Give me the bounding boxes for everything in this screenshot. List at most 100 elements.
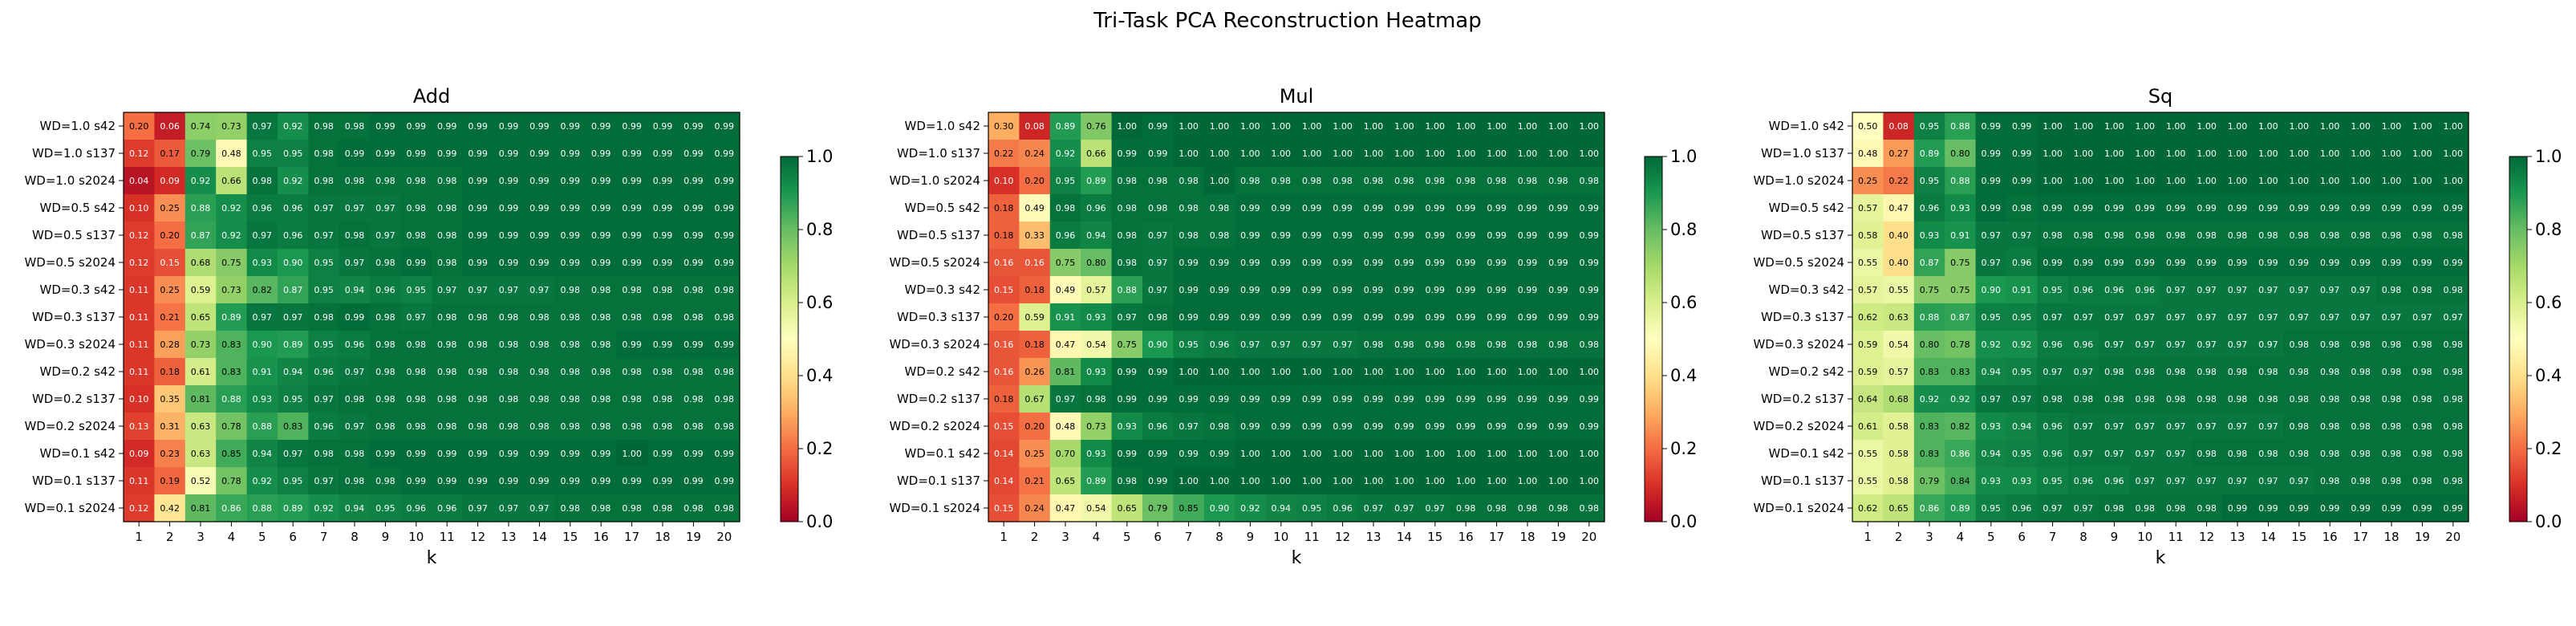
colorbar-tick-label: 0.8 xyxy=(1670,220,1697,239)
cell-value-label: 0.99 xyxy=(2412,503,2432,514)
cell-value-label: 0.95 xyxy=(407,285,427,295)
cell-value-label: 0.10 xyxy=(129,203,149,213)
heatmap-cell xyxy=(2253,440,2285,468)
cell-value-label: 0.97 xyxy=(2258,421,2278,432)
cell-value-label: 0.83 xyxy=(283,421,303,432)
cell-value-label: 0.99 xyxy=(2043,258,2063,268)
cell-value-label: 0.99 xyxy=(1580,203,1600,213)
heatmap-cell xyxy=(1049,440,1081,468)
cell-value-label: 0.99 xyxy=(1210,394,1230,404)
cell-value-label: 0.21 xyxy=(160,312,180,323)
heatmap-cell xyxy=(1357,413,1389,441)
heatmap-cell xyxy=(1945,140,1977,168)
heatmap-cell xyxy=(1049,494,1081,522)
cell-value-label: 0.99 xyxy=(499,258,519,268)
cell-value-label: 0.61 xyxy=(1858,421,1878,432)
heatmap-cell xyxy=(1142,467,1174,495)
cell-value-label: 0.83 xyxy=(1920,367,1940,377)
heatmap-cell xyxy=(647,167,679,195)
heatmap-cell xyxy=(2345,249,2377,277)
heatmap-cell xyxy=(1203,358,1235,386)
cell-value-label: 0.66 xyxy=(1086,148,1106,159)
heatmap-cell xyxy=(278,358,309,386)
heatmap-cell xyxy=(988,112,1020,140)
x-tick-label: 15 xyxy=(1427,530,1442,544)
cell-value-label: 0.97 xyxy=(1302,339,1322,350)
heatmap-cell xyxy=(1511,194,1544,222)
cell-value-label: 1.00 xyxy=(2258,176,2278,186)
heatmap-cell xyxy=(2160,167,2192,195)
cell-value-label: 0.57 xyxy=(1858,203,1878,213)
cell-value-label: 1.00 xyxy=(1333,148,1353,159)
heatmap-cell xyxy=(2221,494,2253,522)
cell-value-label: 0.98 xyxy=(2412,449,2432,459)
cell-value-label: 0.59 xyxy=(191,285,211,295)
heatmap-cell xyxy=(1543,385,1575,413)
y-tick-label: WD=0.5 s2024 xyxy=(889,255,980,270)
y-tick-label: WD=0.5 s2024 xyxy=(1753,255,1844,270)
heatmap-cell xyxy=(400,494,432,522)
heatmap-cell xyxy=(2437,112,2469,140)
heatmap-cell xyxy=(1327,194,1359,222)
cell-value-label: 0.97 xyxy=(2320,285,2340,295)
cell-value-label: 1.00 xyxy=(1272,148,1292,159)
y-tick-label: WD=0.1 s2024 xyxy=(24,501,116,515)
cell-value-label: 0.94 xyxy=(2012,421,2032,432)
cell-value-label: 0.91 xyxy=(253,367,273,377)
cell-value-label: 0.98 xyxy=(2166,367,2186,377)
heatmap-cell xyxy=(1296,167,1328,195)
heatmap-cell xyxy=(400,140,432,168)
heatmap-cell xyxy=(216,467,248,495)
heatmap-cell xyxy=(1173,112,1205,140)
cell-value-label: 0.09 xyxy=(129,449,149,459)
heatmap-cell xyxy=(988,303,1020,331)
cell-value-label: 0.99 xyxy=(2228,203,2248,213)
cell-value-label: 0.83 xyxy=(1920,421,1940,432)
heatmap-cell xyxy=(462,249,494,277)
heatmap-cell xyxy=(1543,303,1575,331)
cell-value-label: 0.97 xyxy=(1333,339,1353,350)
cell-value-label: 0.62 xyxy=(1858,503,1878,514)
heatmap-cell xyxy=(1111,249,1143,277)
cell-value-label: 1.00 xyxy=(1394,367,1414,377)
heatmap-cell xyxy=(2129,494,2161,522)
cell-value-label: 1.00 xyxy=(1118,121,1138,132)
heatmap-cell xyxy=(400,276,432,304)
cell-value-label: 0.12 xyxy=(129,258,149,268)
cell-value-label: 0.91 xyxy=(1056,312,1076,323)
cell-value-label: 0.98 xyxy=(2290,449,2310,459)
heatmap-cell xyxy=(586,276,617,304)
cell-value-label: 0.14 xyxy=(994,476,1014,486)
cell-value-label: 0.98 xyxy=(2444,285,2464,295)
cell-value-label: 0.49 xyxy=(1024,203,1045,213)
cell-value-label: 0.98 xyxy=(591,367,611,377)
cell-value-label: 0.98 xyxy=(622,285,642,295)
cell-value-label: 1.00 xyxy=(2444,121,2464,132)
cell-value-label: 0.98 xyxy=(314,121,334,132)
cell-value-label: 0.99 xyxy=(2320,258,2340,268)
cell-value-label: 0.73 xyxy=(191,339,211,350)
heatmap-cell xyxy=(1203,331,1235,359)
cell-value-label: 0.79 xyxy=(1920,476,1940,486)
heatmap-cell xyxy=(308,467,340,495)
cell-value-label: 0.99 xyxy=(561,449,581,459)
cell-value-label: 1.00 xyxy=(1394,476,1414,486)
cell-value-label: 0.99 xyxy=(591,121,611,132)
heatmap-cell xyxy=(586,467,617,495)
cell-value-label: 0.98 xyxy=(591,421,611,432)
heatmap-cell xyxy=(2099,140,2131,168)
cell-value-label: 0.99 xyxy=(1240,394,1260,404)
cell-value-label: 0.99 xyxy=(1148,121,1168,132)
cell-value-label: 0.18 xyxy=(160,367,180,377)
cell-value-label: 0.99 xyxy=(1240,421,1260,432)
x-tick-label: 7 xyxy=(2049,530,2057,544)
heatmap-cell xyxy=(154,249,186,277)
heatmap-cell xyxy=(1327,358,1359,386)
heatmap-cell xyxy=(124,494,155,522)
cell-value-label: 0.65 xyxy=(1888,503,1909,514)
cell-value-label: 0.99 xyxy=(653,203,673,213)
colorbar-gradient xyxy=(1644,156,1663,522)
heatmap-cell xyxy=(988,467,1020,495)
cell-value-label: 0.99 xyxy=(499,176,519,186)
heatmap-cell xyxy=(246,385,278,413)
